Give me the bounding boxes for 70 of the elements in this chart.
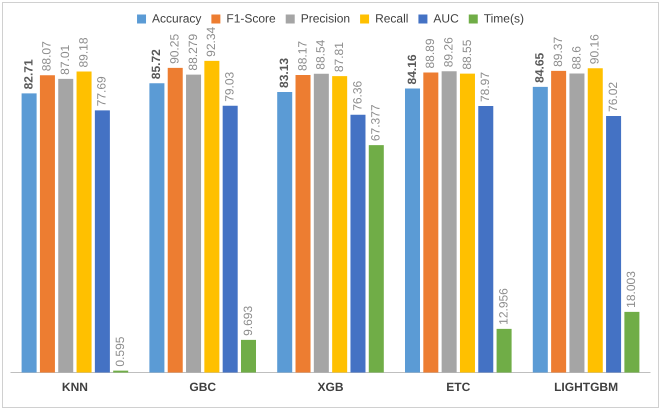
bar [168,68,183,373]
bar [606,116,622,373]
data-label: 9.693 [240,306,255,336]
data-label: 85.72 [149,48,164,80]
data-label: 88.07 [40,40,54,72]
bar [624,312,640,373]
bar [296,74,311,373]
x-tick-label: KNN [62,380,88,394]
legend-label: Accuracy [152,11,202,26]
bar [423,72,438,373]
data-label: 88.54 [314,39,328,70]
x-tick-label: ETC [446,380,471,394]
bar [496,328,512,373]
bar [368,145,384,373]
data-label: 88.17 [295,40,310,71]
legend-label: Recall [375,11,408,26]
bar [204,60,220,373]
bar [76,72,92,373]
bar [350,114,366,373]
data-label: 0.595 [113,336,128,367]
data-label: 82.71 [21,59,36,90]
data-label: 87.01 [58,44,72,75]
x-tick-label: GBC [189,380,216,394]
bar [551,70,566,373]
bar [569,73,584,373]
bar [186,74,202,373]
bar [478,106,494,373]
data-label: 87.81 [332,42,346,72]
bar [58,78,74,373]
data-label: 76.36 [350,80,364,111]
bar [332,76,348,373]
data-label: 88.55 [460,39,474,70]
bar [404,88,420,373]
bar [588,68,603,373]
bar [94,110,110,373]
legend-label: AUC [433,11,460,26]
data-label: 88.279 [186,34,200,71]
data-label: 76.02 [606,82,620,112]
legend-label: F1-Score [226,11,276,26]
bar [40,75,55,373]
legend-label: Time(s) [484,11,524,26]
bar [460,74,475,373]
bar [532,86,548,373]
data-label: 89.37 [550,36,565,67]
bar [222,106,238,373]
data-label: 89.26 [441,36,456,68]
data-label: 12.956 [496,288,510,325]
data-label: 18.003 [624,270,638,308]
data-label: 92.34 [204,26,218,57]
data-label: 79.03 [222,71,236,102]
data-label: 84.16 [404,54,419,84]
legend-label: Precision [300,11,350,26]
bar [314,74,329,373]
x-tick-label: XGB [317,380,344,394]
data-label: 90.16 [588,34,602,64]
data-label: 88.89 [423,38,438,69]
bar [22,93,37,373]
data-label: 78.97 [478,72,492,102]
data-label: 89.18 [76,37,90,68]
data-label: 88.6 [569,46,584,70]
data-label: 90.25 [168,34,182,64]
bar [442,71,457,373]
x-tick-label: LIGHTGBM [554,380,618,394]
data-label: 67.377 [368,104,383,142]
bar [240,340,256,373]
bar [277,92,292,373]
data-label: 83.13 [277,58,292,88]
bar [149,83,164,373]
data-label: 77.69 [94,76,109,106]
data-label: 84.65 [532,52,547,83]
